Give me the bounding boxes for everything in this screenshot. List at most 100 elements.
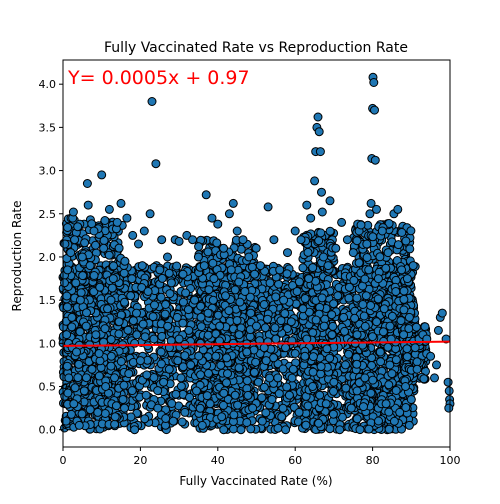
data-point xyxy=(77,252,87,262)
data-point xyxy=(384,380,394,390)
data-point xyxy=(348,248,358,258)
data-point xyxy=(167,399,177,408)
data-point xyxy=(396,316,406,326)
data-point xyxy=(283,248,292,258)
data-point xyxy=(252,321,261,331)
y-tick-label: 1.0 xyxy=(39,337,57,350)
data-point xyxy=(259,343,269,353)
data-point xyxy=(360,373,370,383)
data-point xyxy=(106,335,116,344)
data-point xyxy=(412,364,422,374)
data-point xyxy=(119,268,129,278)
data-point xyxy=(234,277,244,287)
data-point xyxy=(310,176,320,186)
data-point xyxy=(276,316,286,326)
data-point xyxy=(319,252,328,262)
data-point xyxy=(67,312,77,322)
data-point xyxy=(85,405,95,415)
data-point xyxy=(197,420,207,430)
data-point xyxy=(73,373,83,383)
data-point xyxy=(302,334,312,344)
data-point xyxy=(190,295,200,305)
data-point xyxy=(282,269,292,279)
data-point xyxy=(203,247,213,257)
data-point xyxy=(359,311,369,321)
data-point xyxy=(228,198,238,208)
data-point xyxy=(110,412,120,422)
data-point xyxy=(168,416,178,426)
data-point xyxy=(110,419,120,429)
data-point xyxy=(265,278,275,288)
data-point xyxy=(194,351,204,361)
data-point xyxy=(356,220,366,230)
data-point xyxy=(308,352,318,362)
data-point xyxy=(63,265,73,275)
data-point xyxy=(149,334,159,344)
data-point xyxy=(134,239,143,249)
data-point xyxy=(145,209,155,219)
data-point xyxy=(319,321,329,331)
data-point xyxy=(358,300,368,309)
data-point xyxy=(222,378,231,388)
data-point xyxy=(273,423,283,433)
data-point xyxy=(124,369,134,379)
data-point xyxy=(325,226,335,236)
data-point xyxy=(277,412,287,422)
data-point xyxy=(171,389,181,399)
data-point xyxy=(412,357,422,367)
data-point xyxy=(128,316,138,326)
data-point xyxy=(80,238,90,248)
data-point xyxy=(280,309,290,318)
data-point xyxy=(183,305,193,315)
data-point xyxy=(95,282,105,292)
data-point xyxy=(281,343,290,353)
data-point xyxy=(106,295,116,305)
data-point xyxy=(95,356,105,366)
data-point xyxy=(104,250,114,260)
data-point xyxy=(316,369,326,379)
data-point xyxy=(329,377,339,387)
data-point xyxy=(140,414,150,424)
data-point xyxy=(360,274,370,284)
data-point xyxy=(273,373,283,383)
data-point xyxy=(354,258,364,268)
data-point xyxy=(109,261,118,271)
data-point xyxy=(362,253,372,262)
x-tick-label: 0 xyxy=(60,454,67,467)
data-point xyxy=(377,226,387,236)
data-point xyxy=(232,226,242,236)
data-point xyxy=(271,292,281,302)
data-point xyxy=(261,356,271,366)
data-point xyxy=(81,321,91,331)
data-point xyxy=(114,243,124,253)
data-point xyxy=(176,381,186,391)
data-point xyxy=(150,300,159,310)
data-point xyxy=(156,292,166,302)
data-point xyxy=(340,326,349,336)
data-point xyxy=(203,330,213,340)
data-point xyxy=(194,242,204,252)
data-point xyxy=(251,243,261,253)
data-point xyxy=(163,321,173,331)
data-point xyxy=(217,412,227,422)
data-point xyxy=(216,360,226,370)
data-point xyxy=(304,274,314,284)
data-point xyxy=(378,327,388,337)
data-point xyxy=(433,325,443,335)
data-point xyxy=(62,361,72,371)
data-point xyxy=(282,382,292,392)
data-point xyxy=(281,425,291,435)
data-point xyxy=(397,228,407,237)
data-point xyxy=(193,252,203,262)
data-point xyxy=(219,243,229,253)
regression-annotation: Y= 0.0005x + 0.97 xyxy=(67,67,250,89)
data-point xyxy=(120,256,130,266)
data-point xyxy=(352,236,362,246)
data-point xyxy=(278,403,288,413)
data-point xyxy=(306,213,316,223)
data-point xyxy=(172,312,182,322)
data-point xyxy=(316,228,326,238)
data-point xyxy=(213,310,223,320)
